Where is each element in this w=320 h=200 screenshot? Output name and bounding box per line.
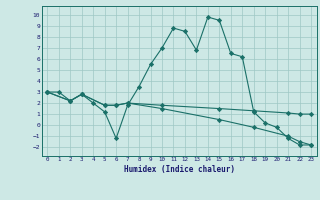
X-axis label: Humidex (Indice chaleur): Humidex (Indice chaleur) — [124, 165, 235, 174]
